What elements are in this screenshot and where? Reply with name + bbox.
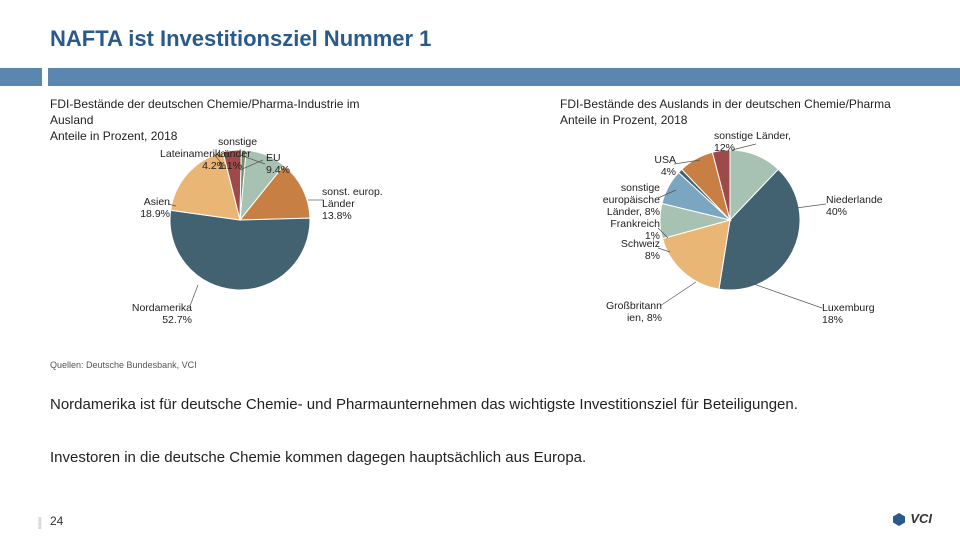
pie-label-sonstige_laender: sonstigeLänder1.1% (218, 136, 273, 172)
conclusion-1: Nordamerika ist für deutsche Chemie- und… (50, 395, 910, 415)
pie-slice-nordamerika (170, 210, 310, 290)
pie-label-niederlande: Niederlande40% (826, 194, 906, 218)
margin-ticks: ≡≡≡ (38, 518, 44, 530)
leader-line (748, 282, 822, 308)
pie-label-lateinamerika: Lateinamerika4.2% (146, 148, 226, 172)
chart-left-subtitle-l1: FDI-Bestände der deutschen Chemie/Pharma… (50, 97, 359, 127)
pie-label-asien: Asien18.9% (122, 196, 170, 220)
chart-right-subtitle-l2: Anteile in Prozent, 2018 (560, 113, 687, 127)
leader-line (796, 204, 826, 208)
pie-label-usa: USA4% (636, 154, 676, 178)
source-line: Quellen: Deutsche Bundesbank, VCI (50, 360, 197, 370)
title-bar-notch (42, 68, 48, 86)
page-number: 24 (50, 514, 63, 528)
conclusion-2: Investoren in die deutsche Chemie kommen… (50, 448, 910, 468)
vci-logo: VCI (891, 511, 932, 526)
pie-label-nordamerika: Nordamerika52.7% (102, 302, 192, 326)
slide: NAFTA ist Investitionsziel Nummer 1 FDI-… (0, 0, 960, 540)
slide-title: NAFTA ist Investitionsziel Nummer 1 (50, 26, 431, 52)
hex-icon (891, 512, 907, 526)
pie-label-sonstige_laender: sonstige Länder,12% (714, 130, 824, 154)
pie-label-EU: EU9.4% (266, 152, 326, 176)
pie-label-luxemburg: Luxemburg18% (822, 302, 902, 326)
pie-chart-inbound: sonstige Länder,12% Niederlande40% Luxembu… (540, 130, 960, 340)
pie-label-sonst_europ_laender: sonst. europ.Länder13.8% (322, 186, 402, 222)
pie-label-grossbritannien: Großbritannien, 8% (582, 300, 662, 324)
leader-line (660, 282, 696, 306)
pie-chart-outbound: EU9.4% sonst. europ.Länder13.8% Nordamerik… (50, 130, 470, 340)
logo-text: VCI (910, 511, 932, 526)
pie-label-sonst_europ_laender: sonstigeeuropäischeLänder, 8% (574, 182, 660, 218)
pie-label-frankreich: Frankreich1% (590, 218, 660, 242)
chart-right-subtitle: FDI-Bestände des Auslands in der deutsch… (560, 96, 891, 128)
title-bar (0, 68, 960, 86)
chart-right-subtitle-l1: FDI-Bestände des Auslands in der deutsch… (560, 97, 891, 111)
